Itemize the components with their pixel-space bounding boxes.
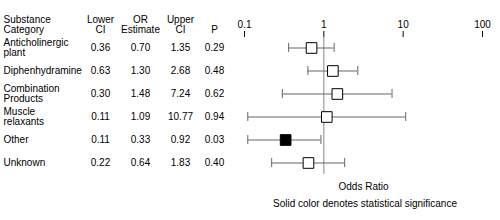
svg-text:0.64: 0.64 <box>131 157 151 168</box>
svg-text:7.24: 7.24 <box>171 88 191 99</box>
svg-text:0.03: 0.03 <box>205 134 225 145</box>
svg-text:0.63: 0.63 <box>91 65 111 76</box>
svg-text:1.48: 1.48 <box>131 88 151 99</box>
svg-text:1.83: 1.83 <box>171 157 191 168</box>
svg-text:0.94: 0.94 <box>205 111 225 122</box>
svg-text:Odds Ratio: Odds Ratio <box>338 181 388 192</box>
svg-text:UpperCI: UpperCI <box>167 14 195 35</box>
svg-text:0.22: 0.22 <box>91 157 111 168</box>
svg-text:10: 10 <box>398 19 410 30</box>
svg-text:0.48: 0.48 <box>205 65 225 76</box>
svg-text:Musclerelaxants: Musclerelaxants <box>4 106 45 127</box>
svg-text:OREstimate: OREstimate <box>121 14 160 35</box>
svg-text:1.09: 1.09 <box>131 111 151 122</box>
svg-text:0.11: 0.11 <box>91 134 110 145</box>
svg-text:CombinationProducts: CombinationProducts <box>4 83 60 104</box>
svg-text:LowerCI: LowerCI <box>87 14 115 35</box>
svg-text:P: P <box>211 24 218 35</box>
svg-text:Diphenhydramine: Diphenhydramine <box>4 65 83 76</box>
svg-text:SubstanceCategory: SubstanceCategory <box>4 14 52 35</box>
svg-text:0.11: 0.11 <box>91 111 110 122</box>
svg-text:0.30: 0.30 <box>91 88 111 99</box>
svg-text:0.33: 0.33 <box>131 134 151 145</box>
svg-text:0.36: 0.36 <box>91 42 111 53</box>
svg-text:0.1: 0.1 <box>238 19 252 30</box>
svg-text:Anticholinergicplant: Anticholinergicplant <box>4 37 69 58</box>
svg-text:100: 100 <box>474 19 491 30</box>
svg-text:0.92: 0.92 <box>171 134 191 145</box>
html-text:Solid color denotes statistica: Solid color denotes statistical signific… <box>273 198 457 209</box>
svg-text:Unknown: Unknown <box>4 157 46 168</box>
svg-text:Other: Other <box>4 134 30 145</box>
svg-text:1.35: 1.35 <box>171 42 191 53</box>
svg-text:2.68: 2.68 <box>171 65 191 76</box>
svg-text:0.29: 0.29 <box>205 42 225 53</box>
svg-text:1.30: 1.30 <box>131 65 151 76</box>
svg-text:0.40: 0.40 <box>205 157 225 168</box>
svg-text:0.62: 0.62 <box>205 88 225 99</box>
svg-text:1: 1 <box>321 19 327 30</box>
svg-text:0.70: 0.70 <box>131 42 151 53</box>
svg-text:10.77: 10.77 <box>168 111 193 122</box>
